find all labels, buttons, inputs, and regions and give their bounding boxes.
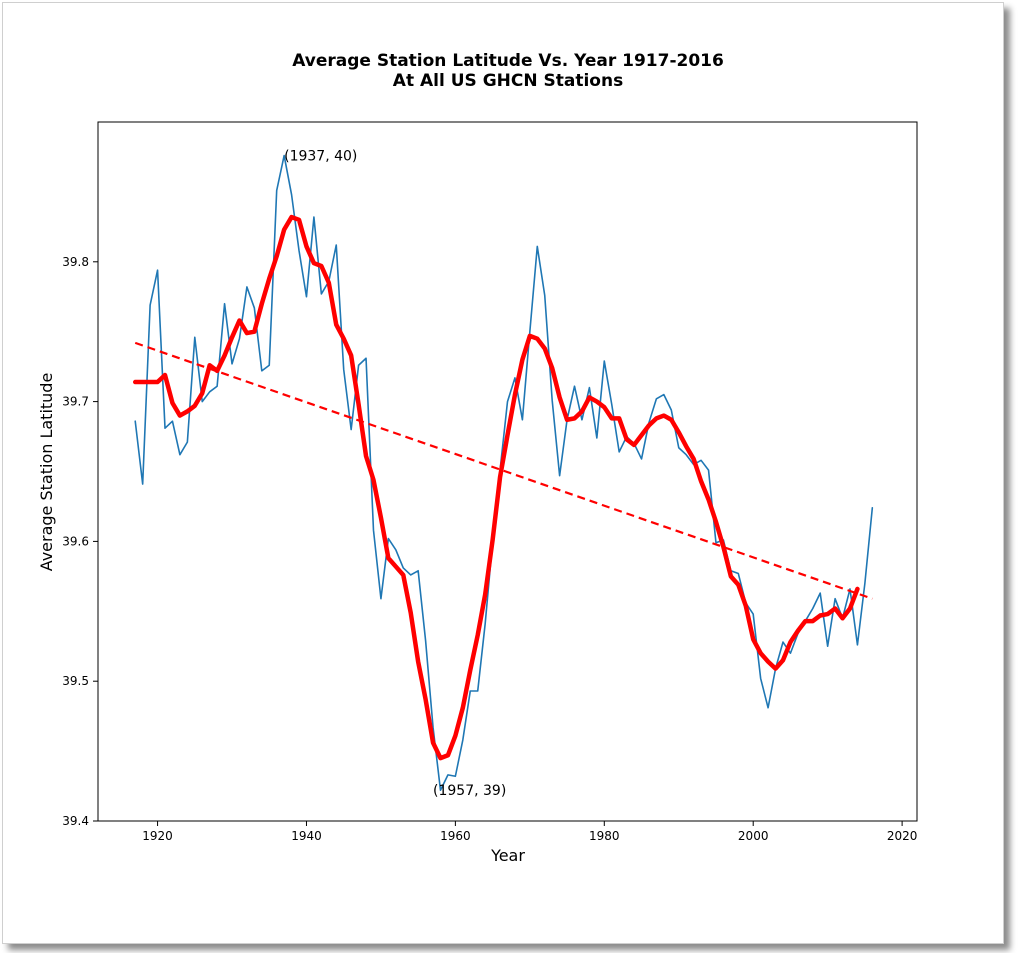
annotation-max: (1937, 40) bbox=[284, 149, 357, 165]
chart-title: Average Station Latitude Vs. Year 1917-2… bbox=[292, 51, 724, 71]
trend-line bbox=[134, 341, 873, 600]
axes-frame bbox=[97, 121, 918, 822]
raw-series-line bbox=[134, 154, 874, 792]
x-tick-label: 1960 bbox=[440, 829, 471, 843]
x-axis-label: Year bbox=[490, 846, 525, 865]
y-tick-label: 39.7 bbox=[62, 395, 89, 409]
x-tick-label: 1980 bbox=[589, 829, 620, 843]
y-tick-label: 39.6 bbox=[62, 534, 89, 548]
y-tick-label: 39.5 bbox=[62, 674, 89, 688]
x-tick-label: 2000 bbox=[738, 829, 769, 843]
chart-subtitle: At All US GHCN Stations bbox=[393, 71, 623, 91]
plot-area bbox=[132, 154, 874, 792]
y-tick-label: 39.4 bbox=[62, 814, 89, 828]
annotation-min: (1957, 39) bbox=[433, 783, 506, 799]
y-axis-label: Average Station Latitude bbox=[37, 373, 56, 572]
x-tick-label: 1940 bbox=[291, 829, 322, 843]
x-tick-label: 1920 bbox=[142, 829, 173, 843]
x-tick-label: 2020 bbox=[887, 829, 918, 843]
y-tick-label: 39.8 bbox=[62, 255, 89, 269]
annotations: (1937, 40) (1957, 39) bbox=[284, 149, 506, 800]
smoothed-series-line bbox=[132, 214, 860, 761]
axis-ticks: 1920 1940 1960 1980 2000 2020 39.4 39.5 39.6 39.7… bbox=[62, 255, 917, 843]
